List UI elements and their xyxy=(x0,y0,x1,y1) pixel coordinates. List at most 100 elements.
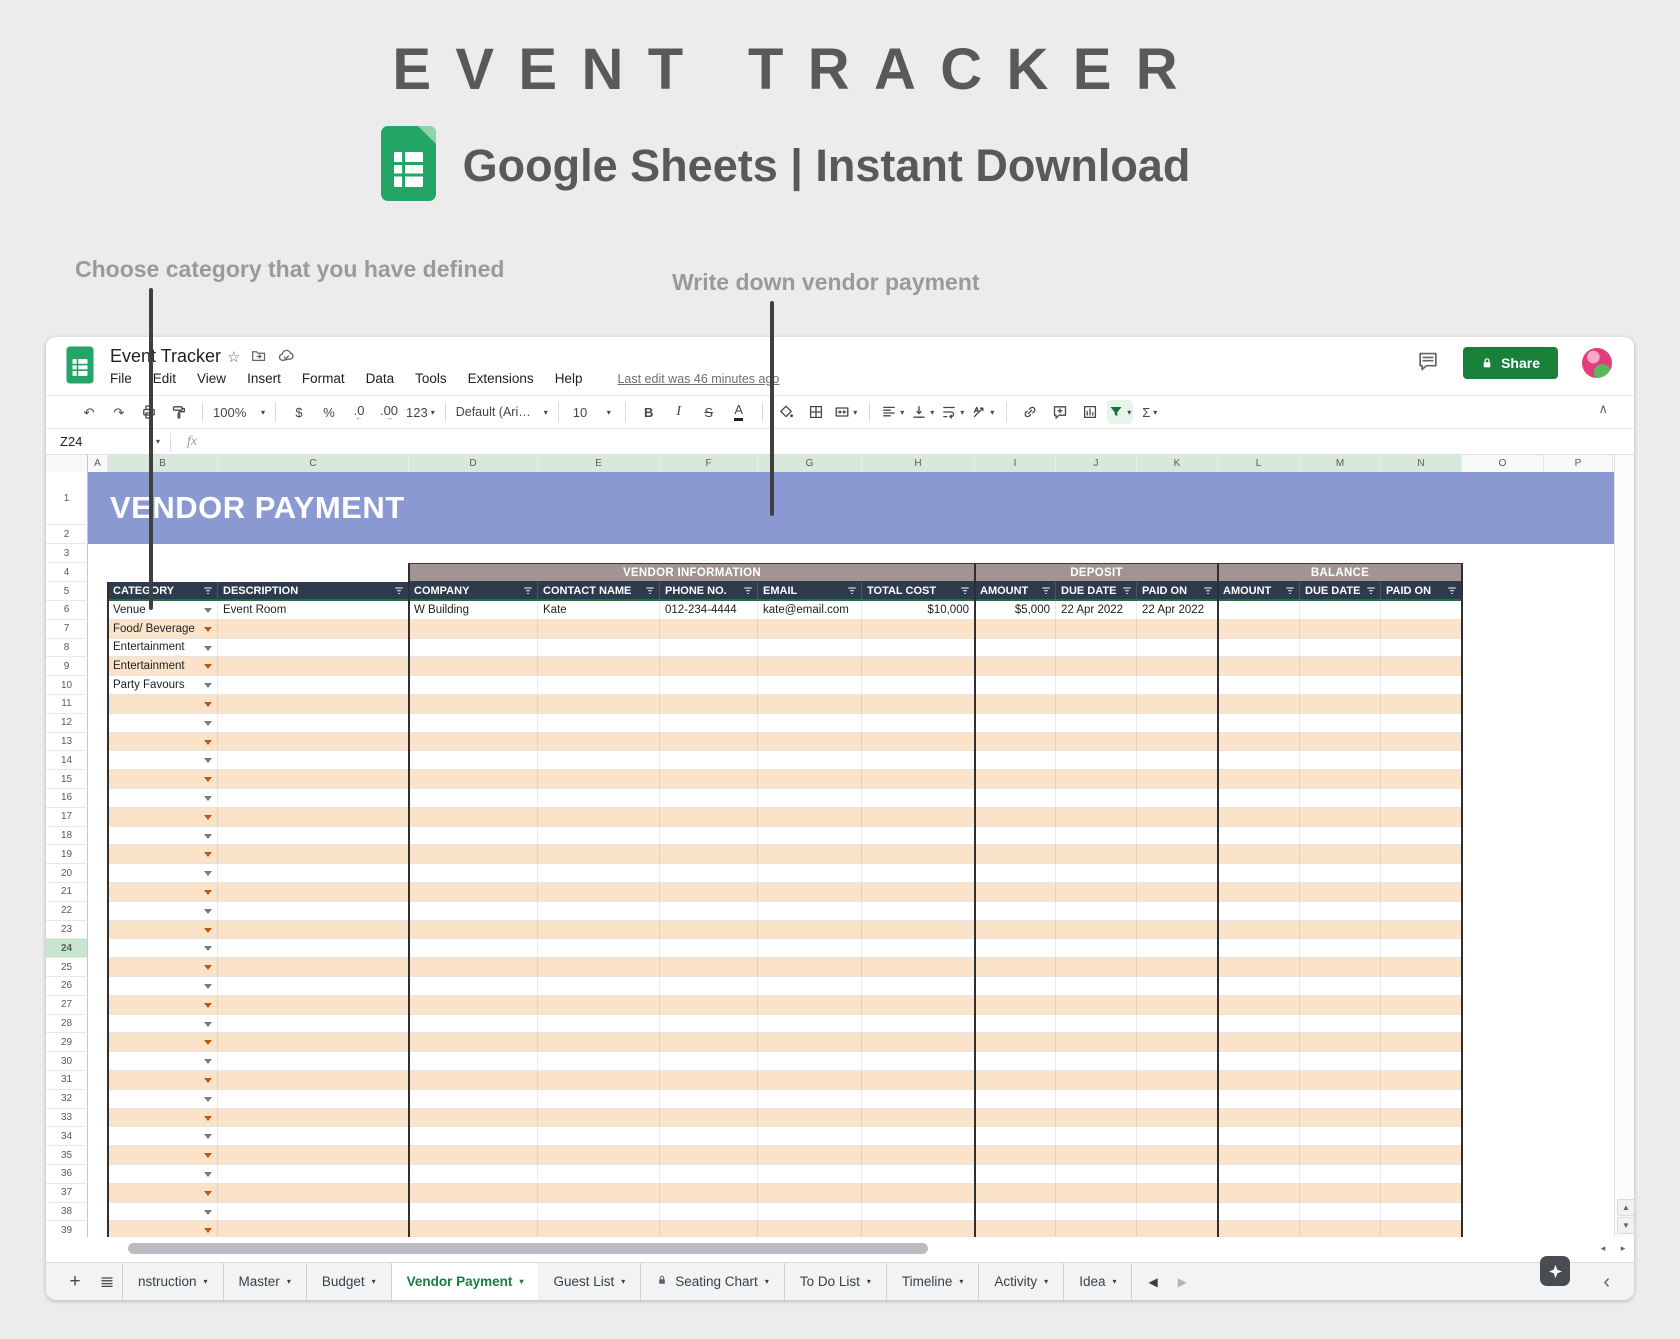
cell[interactable]: 012-234-4444 xyxy=(660,601,758,620)
decrease-decimals-button[interactable]: .0 ← xyxy=(353,403,365,422)
column-header-K[interactable]: K xyxy=(1137,455,1218,472)
strikethrough-button[interactable]: S xyxy=(704,404,714,420)
cell[interactable] xyxy=(1137,901,1218,921)
cell[interactable] xyxy=(108,1089,218,1109)
cell[interactable] xyxy=(862,977,975,996)
cell[interactable] xyxy=(1218,1108,1300,1128)
cell[interactable] xyxy=(1381,1033,1462,1053)
sheet-tab-idea[interactable]: Idea ▾ xyxy=(1064,1263,1133,1300)
cell[interactable] xyxy=(862,864,975,883)
cell[interactable] xyxy=(758,920,862,940)
cell[interactable] xyxy=(975,1165,1056,1184)
row-header-32[interactable]: 32 xyxy=(46,1089,88,1109)
cell[interactable] xyxy=(218,958,409,977)
cell[interactable] xyxy=(1300,619,1381,639)
cell[interactable] xyxy=(1056,939,1137,959)
cell[interactable] xyxy=(975,676,1056,695)
cell[interactable] xyxy=(1056,826,1137,846)
cell[interactable] xyxy=(1381,901,1462,921)
cell[interactable] xyxy=(1218,676,1300,695)
table-header[interactable]: PHONE NO. xyxy=(660,582,758,601)
column-header-E[interactable]: E xyxy=(538,455,660,472)
cell[interactable] xyxy=(218,676,409,695)
cell[interactable] xyxy=(1137,995,1218,1015)
cell[interactable] xyxy=(1218,601,1300,620)
sheet-tab-seating-chart[interactable]: Seating Chart ▾ xyxy=(641,1263,785,1300)
cell[interactable] xyxy=(975,1183,1056,1203)
cell[interactable] xyxy=(1381,751,1462,771)
merge-cells-button[interactable]: ▾ xyxy=(833,400,859,424)
dropdown-arrow-icon[interactable] xyxy=(204,720,212,726)
cell[interactable] xyxy=(862,751,975,771)
horizontal-scrollbar-thumb[interactable] xyxy=(128,1243,928,1254)
cell[interactable] xyxy=(1381,1127,1462,1147)
cell[interactable] xyxy=(1056,789,1137,808)
cell[interactable] xyxy=(538,901,660,921)
avatar[interactable] xyxy=(1582,348,1612,378)
format-currency-button[interactable]: $ xyxy=(295,404,303,420)
cell[interactable] xyxy=(1300,958,1381,977)
cell[interactable] xyxy=(409,1127,538,1147)
cell[interactable] xyxy=(538,1071,660,1090)
row-header-33[interactable]: 33 xyxy=(46,1108,88,1128)
cell[interactable] xyxy=(862,1052,975,1071)
cell[interactable]: Food/ Beverage xyxy=(108,619,218,639)
document-title[interactable]: Event Tracker xyxy=(110,346,222,366)
cell[interactable] xyxy=(975,958,1056,977)
cell[interactable] xyxy=(660,995,758,1015)
cell[interactable] xyxy=(1056,977,1137,996)
cell[interactable] xyxy=(1137,657,1218,677)
dropdown-arrow-icon[interactable] xyxy=(204,814,212,820)
cell[interactable] xyxy=(758,657,862,677)
cell[interactable] xyxy=(1218,751,1300,771)
cell[interactable] xyxy=(758,939,862,959)
paint-format-button[interactable] xyxy=(166,400,192,424)
cell[interactable] xyxy=(758,676,862,695)
cell[interactable] xyxy=(218,1052,409,1071)
table-header[interactable]: EMAIL xyxy=(758,582,862,601)
row-header-10[interactable]: 10 xyxy=(46,676,88,695)
dropdown-arrow-icon[interactable] xyxy=(204,1209,212,1215)
cell[interactable] xyxy=(1137,1033,1218,1053)
cell[interactable] xyxy=(1056,713,1137,733)
cell[interactable] xyxy=(409,1146,538,1165)
cell[interactable] xyxy=(975,751,1056,771)
cell[interactable] xyxy=(1218,807,1300,827)
cell[interactable] xyxy=(1137,676,1218,695)
sheet-tab-master[interactable]: Master ▾ xyxy=(224,1263,307,1300)
column-header-H[interactable]: H xyxy=(862,455,975,472)
cell[interactable] xyxy=(660,1089,758,1109)
cell[interactable] xyxy=(975,1127,1056,1147)
vertical-align-button[interactable]: ▾ xyxy=(910,400,936,424)
cell[interactable] xyxy=(218,995,409,1015)
cell[interactable] xyxy=(1300,939,1381,959)
cell[interactable] xyxy=(1218,1033,1300,1053)
cell[interactable] xyxy=(1381,1165,1462,1184)
cell[interactable]: kate@email.com xyxy=(758,601,862,620)
row-header-18[interactable]: 18 xyxy=(46,826,88,846)
cell[interactable] xyxy=(1381,770,1462,789)
cell[interactable] xyxy=(1137,1202,1218,1222)
cell[interactable] xyxy=(1218,657,1300,677)
table-header[interactable]: AMOUNT xyxy=(1218,582,1300,601)
column-header-I[interactable]: I xyxy=(975,455,1056,472)
menu-tools[interactable]: Tools xyxy=(415,371,447,386)
column-header-L[interactable]: L xyxy=(1218,455,1300,472)
cell[interactable] xyxy=(1056,958,1137,977)
row-header-5[interactable]: 5 xyxy=(46,582,88,601)
cell[interactable] xyxy=(409,826,538,846)
borders-button[interactable] xyxy=(803,400,829,424)
cell[interactable] xyxy=(975,1146,1056,1165)
dropdown-arrow-icon[interactable] xyxy=(204,1059,212,1065)
cell[interactable] xyxy=(660,713,758,733)
row-header-23[interactable]: 23 xyxy=(46,920,88,940)
cell[interactable] xyxy=(108,920,218,940)
cell[interactable] xyxy=(1300,864,1381,883)
cell[interactable] xyxy=(1218,1089,1300,1109)
cell[interactable] xyxy=(660,864,758,883)
cell[interactable] xyxy=(862,920,975,940)
cell[interactable] xyxy=(1056,1165,1137,1184)
text-rotation-button[interactable]: ▾ xyxy=(970,400,996,424)
cell[interactable] xyxy=(1137,695,1218,714)
row-header-34[interactable]: 34 xyxy=(46,1127,88,1147)
